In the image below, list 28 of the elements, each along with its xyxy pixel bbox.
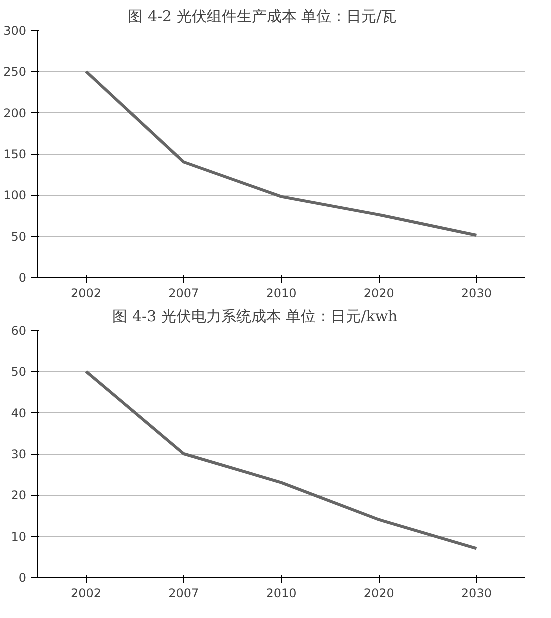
line-series <box>84 370 478 550</box>
y-tick-label: 60 <box>11 324 27 338</box>
x-tick-label: 2010 <box>266 586 297 600</box>
y-tick-label: 50 <box>11 365 27 380</box>
x-tick-label: 2030 <box>461 286 492 300</box>
y-tick-label: 30 <box>11 448 27 462</box>
chart-title: 图 4-2 光伏组件生产成本 单位：日元/瓦 <box>128 8 397 26</box>
y-tick-label: 0 <box>18 571 27 585</box>
y-tick-label: 20 <box>11 488 27 503</box>
x-tick-label: 2020 <box>364 286 394 300</box>
x-tick-label: 2010 <box>266 286 297 300</box>
line-series <box>84 70 478 238</box>
x-tick-label: 2002 <box>71 286 102 300</box>
x-tick-label: 2020 <box>364 586 394 600</box>
x-tick-label: 2002 <box>71 586 102 600</box>
y-tick-label: 200 <box>4 106 26 120</box>
y-tick-label: 0 <box>18 271 27 285</box>
y-tick-label: 150 <box>4 148 26 162</box>
y-tick-label: 250 <box>4 65 26 80</box>
x-tick-label: 2007 <box>168 586 200 600</box>
y-tick-label: 100 <box>4 188 26 203</box>
chart-title: 图 4-3 光伏电力系统成本 单位：日元/kwh <box>112 308 398 326</box>
x-tick-label: 2007 <box>168 286 200 300</box>
y-tick-label: 40 <box>11 406 27 420</box>
x-tick-label: 2030 <box>461 586 492 600</box>
y-tick-label: 10 <box>11 530 27 544</box>
y-tick-label: 50 <box>11 230 27 244</box>
y-tick-label: 300 <box>4 24 26 38</box>
